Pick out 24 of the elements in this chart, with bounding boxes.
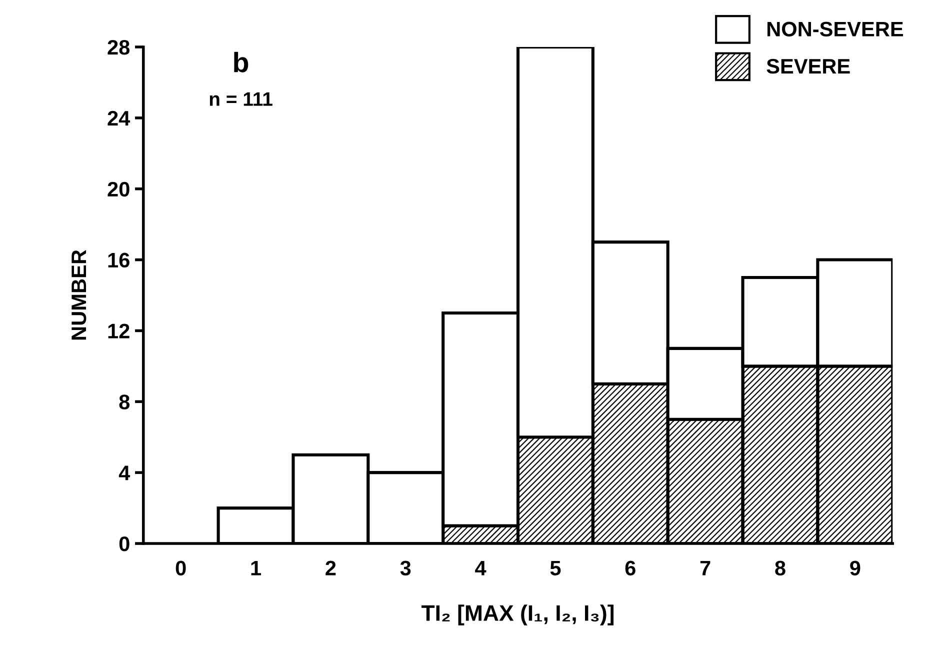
x-tick-label: 8 — [775, 560, 786, 576]
y-tick-label: 12 — [108, 324, 130, 338]
y-tick-label: 8 — [119, 394, 130, 410]
x-axis-title: TI₂ [MAX (I₁, I₂, I₃)] — [422, 604, 614, 626]
chart-title: b — [234, 52, 248, 72]
annotation: n = 111 — [210, 92, 272, 106]
y-tick-label: 28 — [108, 40, 130, 55]
x-tick-label: 5 — [550, 560, 561, 576]
x-tick-label: 2 — [326, 560, 336, 576]
y-tick-label: 4 — [118, 466, 130, 480]
y-tick-label: 20 — [108, 182, 130, 197]
x-tick-label: 3 — [400, 560, 411, 576]
x-tick-label: 1 — [251, 560, 261, 576]
x-tick-label: 7 — [700, 560, 710, 576]
y-tick-label: 0 — [119, 536, 130, 552]
legend-label: NON-SEVERE — [767, 22, 904, 36]
y-tick-label: 24 — [108, 110, 130, 126]
x-tick-label: 9 — [850, 560, 860, 576]
x-tick-label: 6 — [625, 560, 636, 576]
x-tick-label: 4 — [475, 560, 486, 576]
y-tick-label: 16 — [108, 252, 130, 268]
x-tick-label: 0 — [176, 560, 186, 576]
legend-label: SEVERE — [766, 58, 850, 74]
y-axis-title: NUMBER — [72, 250, 86, 340]
